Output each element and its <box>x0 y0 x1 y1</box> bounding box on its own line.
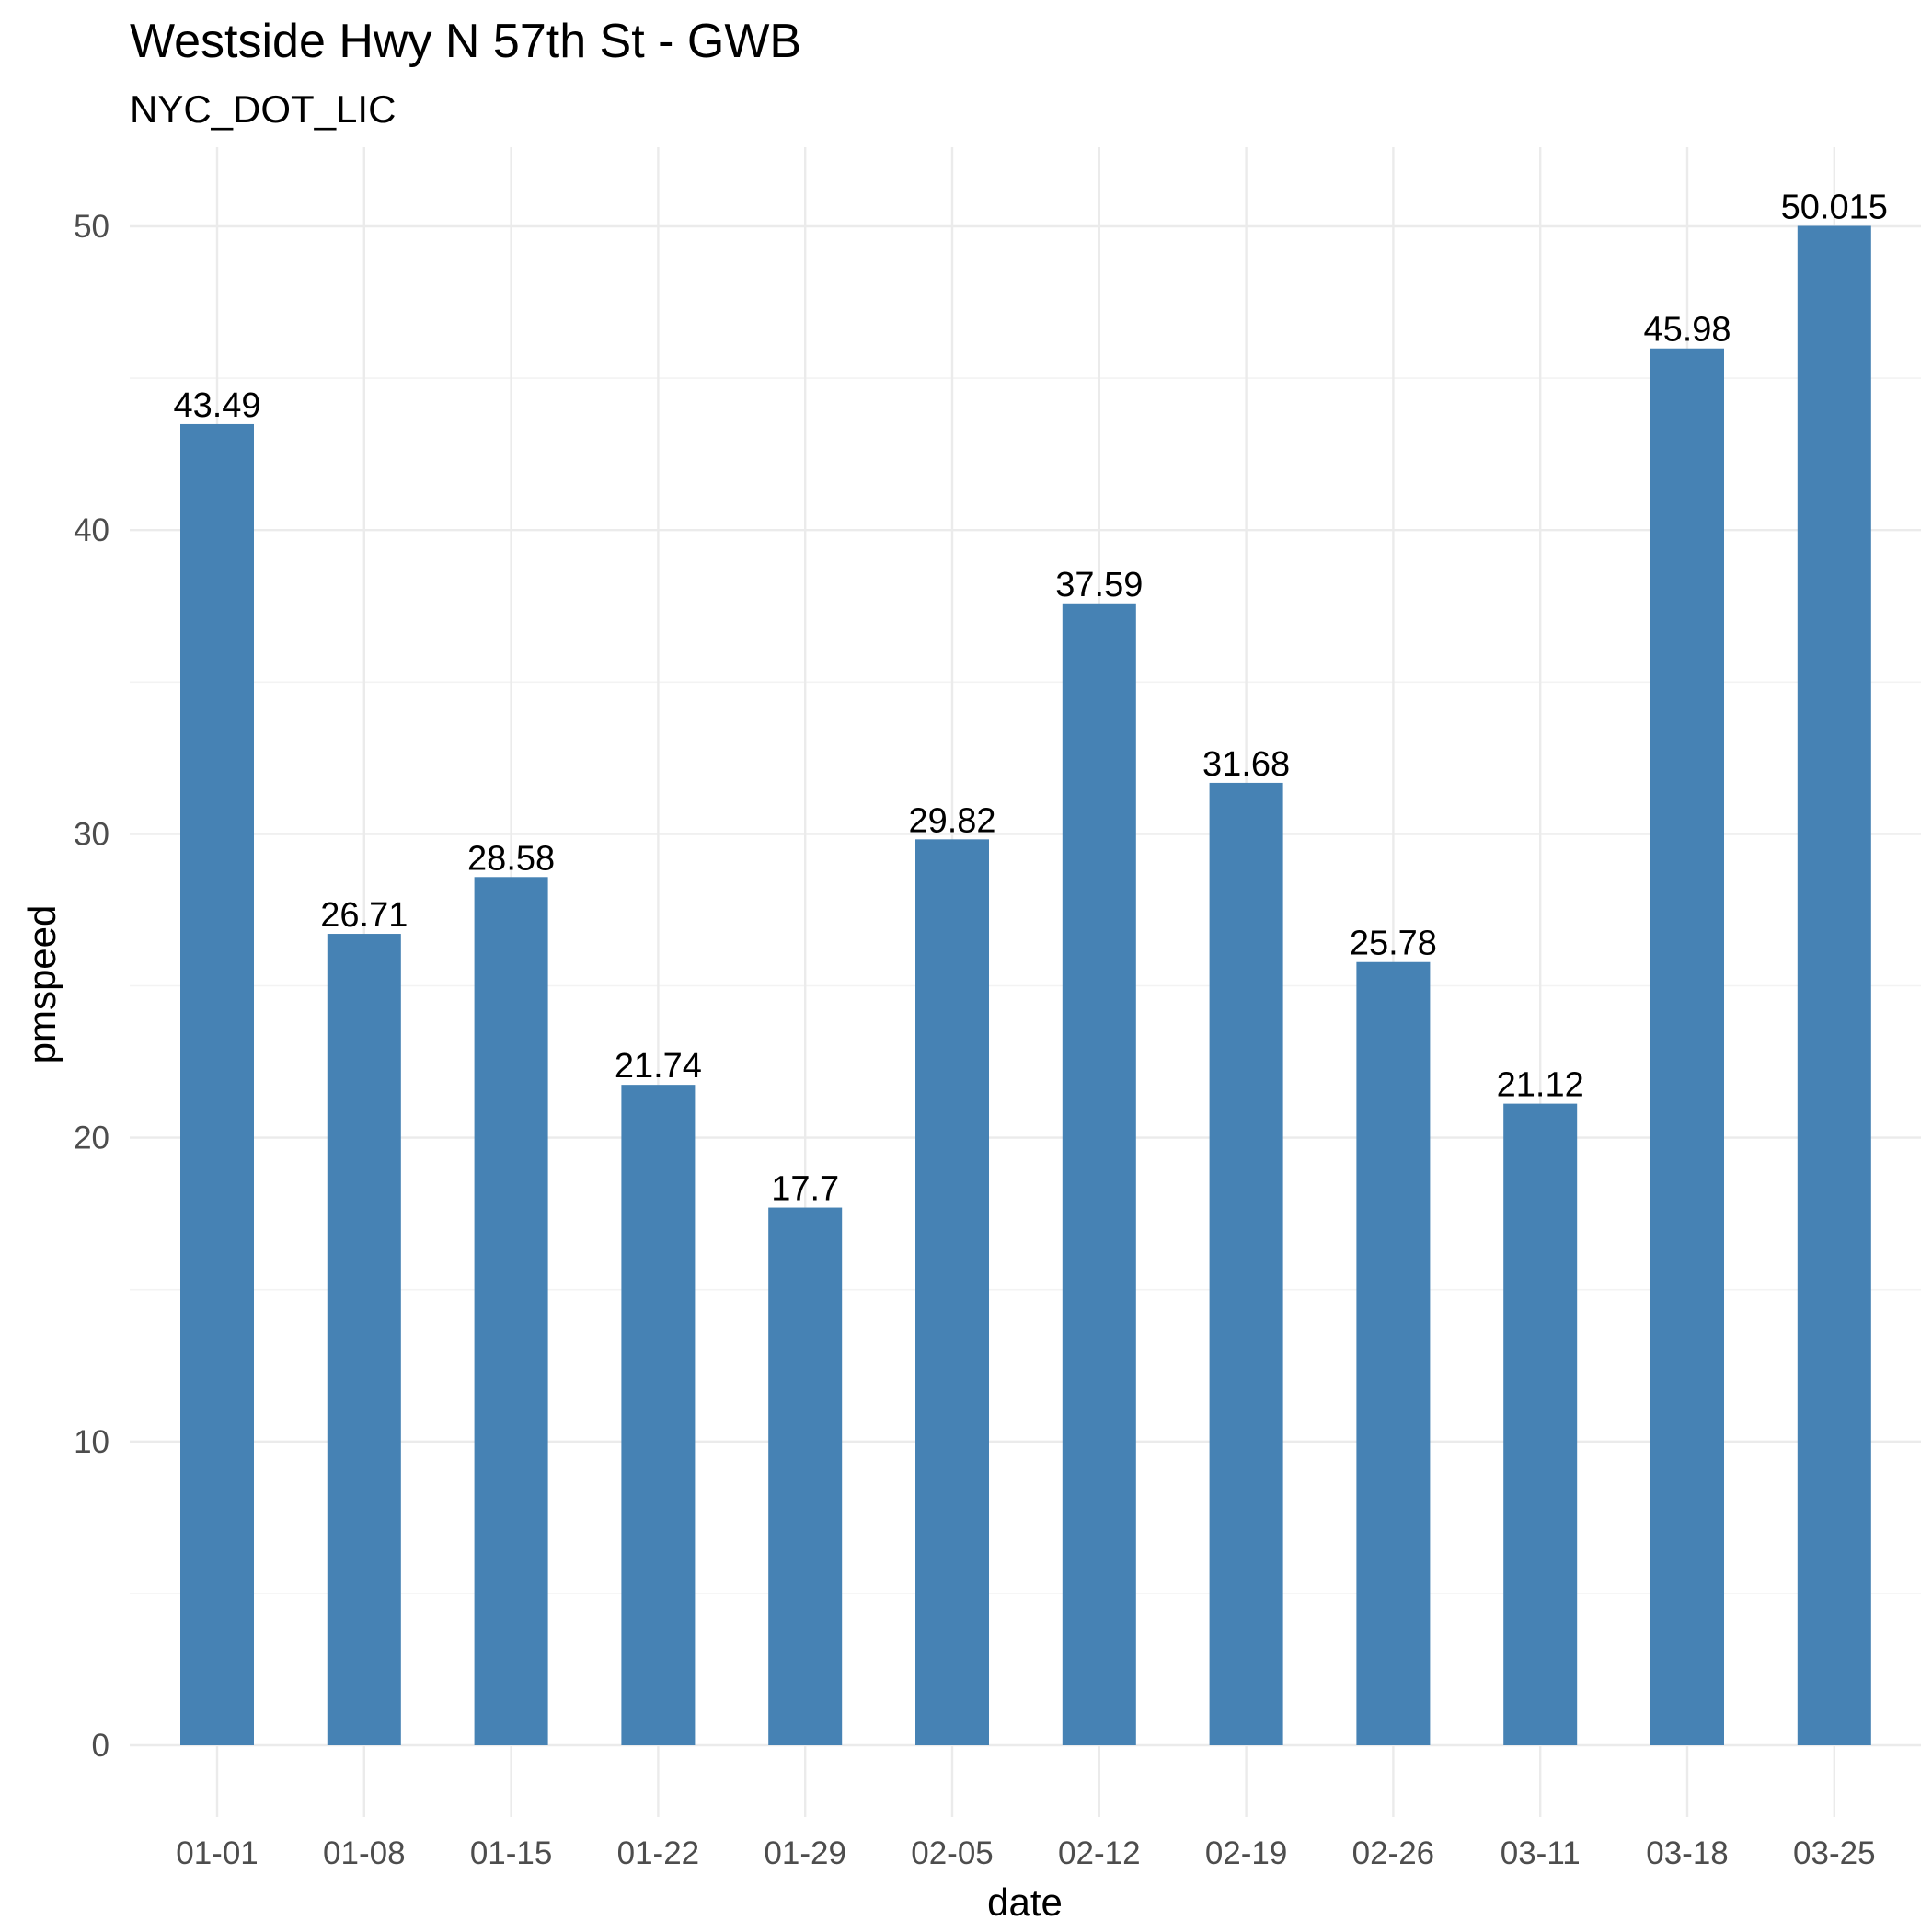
bar-value-label: 45.98 <box>1643 311 1731 350</box>
y-tick-label: 40 <box>74 512 109 548</box>
chart-subtitle: NYC_DOT_LIC <box>130 87 396 131</box>
bar-value-label: 28.58 <box>467 839 555 878</box>
bar <box>474 877 548 1745</box>
bars <box>180 225 1871 1746</box>
x-axis-title: date <box>987 1880 1063 1924</box>
bar-value-label: 26.71 <box>320 896 408 935</box>
y-tick-label: 0 <box>92 1728 109 1764</box>
bar <box>1356 961 1431 1745</box>
bar-value-label: 25.78 <box>1350 925 1437 963</box>
y-tick-label: 10 <box>74 1424 109 1460</box>
x-tick-label: 01-22 <box>617 1835 700 1871</box>
x-tick-label: 01-29 <box>764 1835 846 1871</box>
data-labels: 43.49 26.71 28.58 21.74 17.7 29.82 37.59 31.68 2… <box>173 189 1887 1209</box>
bar <box>768 1207 843 1745</box>
bar-value-label: 17.7 <box>771 1170 839 1209</box>
bar-value-label: 50.015 <box>1781 189 1888 227</box>
bar <box>915 839 989 1745</box>
x-tick-label: 03-11 <box>1501 1835 1581 1871</box>
x-tick-label: 02-12 <box>1058 1835 1141 1871</box>
bar-value-label: 37.59 <box>1055 566 1143 604</box>
x-tick-label: 01-15 <box>470 1835 553 1871</box>
x-tick-label: 03-25 <box>1793 1835 1876 1871</box>
bar-value-label: 21.74 <box>615 1047 702 1086</box>
bar <box>621 1085 696 1745</box>
x-tick-label: 02-26 <box>1352 1835 1435 1871</box>
chart-title: Westside Hwy N 57th St - GWB <box>130 15 801 68</box>
bar <box>1062 603 1136 1745</box>
bar-value-label: 21.12 <box>1497 1066 1584 1105</box>
y-tick-label: 50 <box>74 209 109 245</box>
x-axis-ticks: 01-01 01-08 01-15 01-22 01-29 02-05 02-12 02-19… <box>176 1835 1875 1871</box>
x-tick-label: 02-05 <box>911 1835 994 1871</box>
x-tick-label: 02-19 <box>1205 1835 1288 1871</box>
x-tick-label: 01-01 <box>176 1835 259 1871</box>
bar <box>180 423 254 1745</box>
bar-value-label: 29.82 <box>908 801 995 840</box>
minor-gridlines <box>130 377 1921 1594</box>
bar-value-label: 43.49 <box>173 386 260 425</box>
bar <box>1797 225 1871 1746</box>
bar <box>327 934 401 1745</box>
bar-value-label: 31.68 <box>1202 745 1290 784</box>
x-tick-label: 03-18 <box>1646 1835 1729 1871</box>
y-axis-title: pmspeed <box>20 905 63 1064</box>
y-axis-ticks: 0 10 20 30 40 50 <box>74 209 109 1764</box>
x-tick-label: 01-08 <box>323 1835 406 1871</box>
bar <box>1209 782 1283 1745</box>
bar <box>1650 348 1724 1746</box>
y-tick-label: 20 <box>74 1121 109 1156</box>
bar <box>1503 1103 1578 1745</box>
y-tick-label: 30 <box>74 816 109 852</box>
